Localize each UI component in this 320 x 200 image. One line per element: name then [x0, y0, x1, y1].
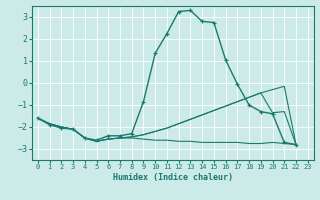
X-axis label: Humidex (Indice chaleur): Humidex (Indice chaleur): [113, 173, 233, 182]
